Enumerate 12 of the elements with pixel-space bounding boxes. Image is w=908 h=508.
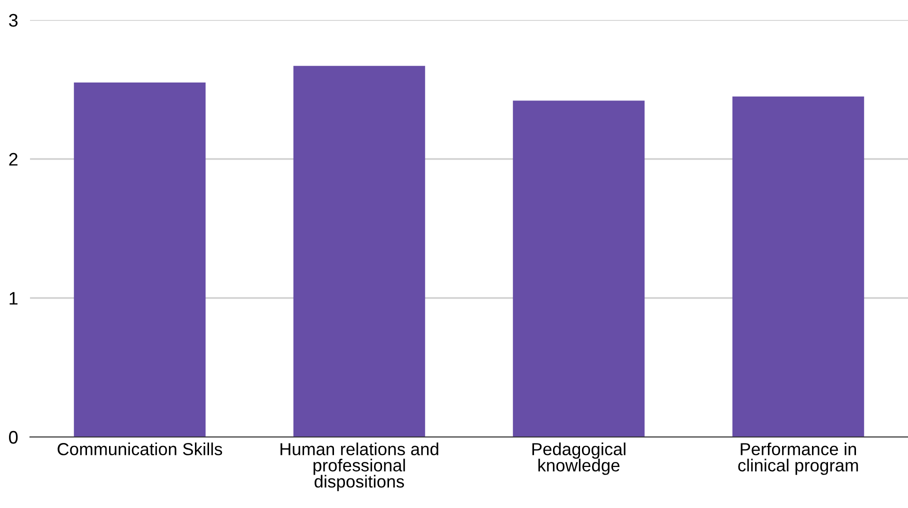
y-tick-label: 2 (9, 152, 18, 166)
bar (293, 66, 426, 437)
y-tick-label: 1 (10, 292, 18, 305)
x-tick-label: Performance in clinical program (738, 442, 858, 475)
x-tick-label: Human relations and professional dispositions (280, 442, 438, 492)
x-tick-label: Communication Skills (58, 442, 222, 456)
x-tick-label: Pedagogical knowledge (532, 442, 626, 475)
bar (74, 82, 206, 437)
bar (512, 100, 645, 437)
y-tick-label: 3 (9, 14, 18, 27)
bar (732, 96, 864, 437)
y-tick-label: 0 (9, 430, 18, 444)
